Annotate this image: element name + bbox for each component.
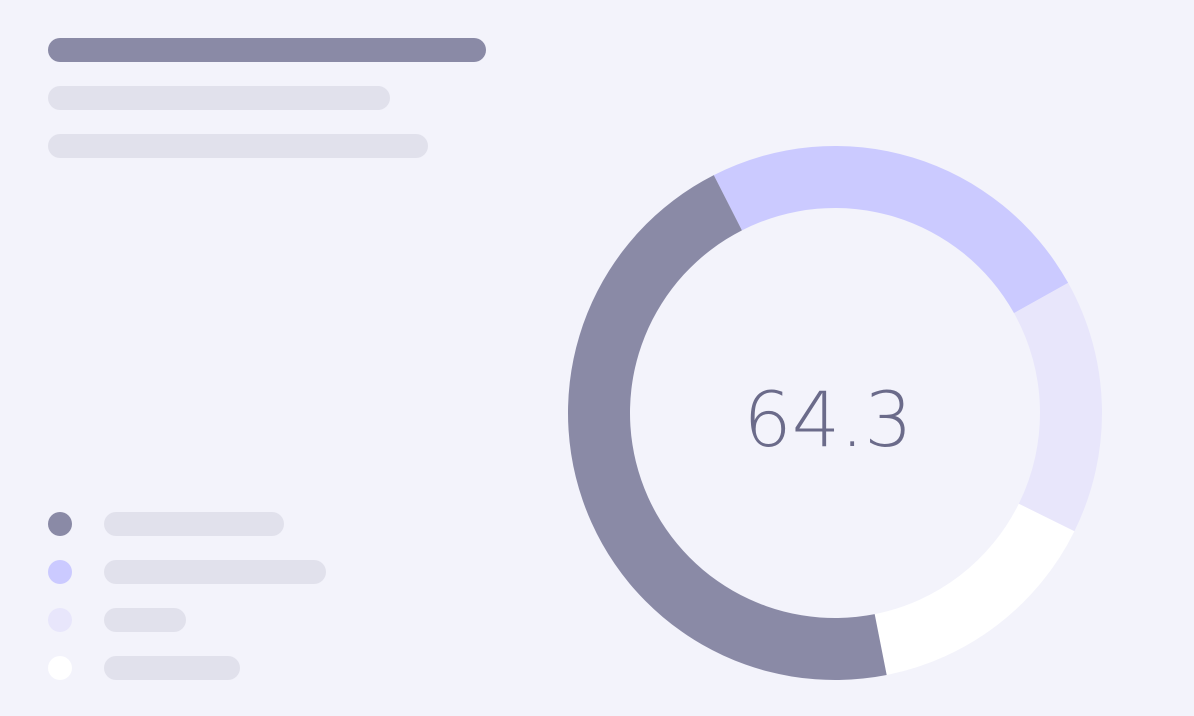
legend-label-placeholder — [104, 608, 186, 632]
legend-swatch — [48, 560, 72, 584]
donut-slices — [567, 145, 1103, 681]
donut-slice-1 — [713, 145, 1069, 314]
title-placeholder — [48, 38, 486, 62]
legend-label-placeholder — [104, 560, 326, 584]
legend-swatch — [48, 512, 72, 536]
donut-slice-3 — [874, 503, 1075, 675]
subtitle-placeholder — [48, 86, 390, 110]
legend-item — [48, 560, 368, 584]
legend — [48, 512, 368, 680]
subtitle-placeholder — [48, 134, 428, 158]
center-value: 64.3 — [743, 375, 912, 464]
donut-slice-4 — [567, 175, 887, 681]
legend-item — [48, 608, 368, 632]
donut-slice-2 — [1014, 282, 1103, 532]
legend-swatch — [48, 608, 72, 632]
legend-swatch — [48, 656, 72, 680]
legend-item — [48, 512, 368, 536]
legend-label-placeholder — [104, 656, 240, 680]
legend-item — [48, 656, 368, 680]
legend-label-placeholder — [104, 512, 284, 536]
